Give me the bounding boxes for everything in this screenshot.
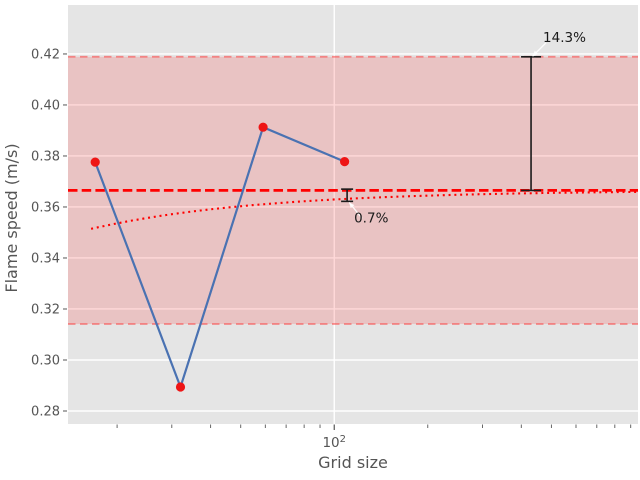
y-tick-label: 0.36 xyxy=(31,200,60,215)
annotation-arrow-1-head xyxy=(349,202,355,209)
y-tick-label: 0.42 xyxy=(31,47,60,62)
y-tick-label: 0.38 xyxy=(31,149,60,164)
y-tick-label: 0.30 xyxy=(31,353,60,368)
x-tick-label-exponent: 2 xyxy=(340,434,346,445)
series-line xyxy=(94,126,346,389)
annotation-label: 0.7% xyxy=(354,210,388,226)
x-axis-label: Grid size xyxy=(318,453,388,472)
y-tick-label: 0.40 xyxy=(31,98,60,113)
y-axis-label: Flame speed (m/s) xyxy=(2,143,21,292)
data-point-marker xyxy=(175,382,186,392)
x-tick-label-100: 102 xyxy=(322,434,346,451)
data-point-marker xyxy=(340,157,350,167)
data-point-marker xyxy=(258,122,268,132)
y-tick-label: 0.28 xyxy=(31,404,60,419)
annotation-arrow-0-head xyxy=(532,50,539,57)
data-point-marker xyxy=(90,157,100,167)
y-tick-label: 0.32 xyxy=(31,302,60,317)
plot-area xyxy=(68,5,638,424)
annotation-label: 14.3% xyxy=(543,30,586,46)
x-tick-label-base: 10 xyxy=(322,435,339,451)
y-tick-label: 0.34 xyxy=(31,251,60,266)
